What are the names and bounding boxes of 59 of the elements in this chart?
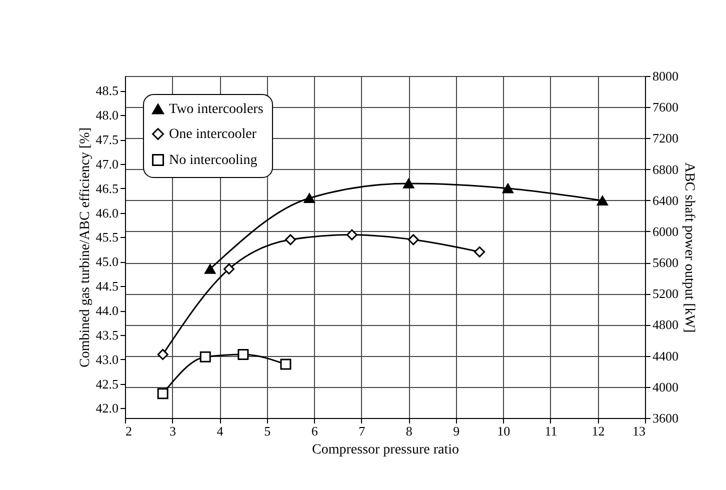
y2-tick-label: 5200 <box>652 286 678 302</box>
y-tick-label: 42.5 <box>96 376 118 392</box>
point <box>284 234 296 246</box>
point <box>200 351 211 362</box>
point <box>204 264 216 274</box>
point <box>157 348 168 360</box>
y2-tick-label: 4800 <box>652 317 678 332</box>
y-tick-label: 48.5 <box>96 83 118 98</box>
y2-tick-label: 8000 <box>652 68 678 84</box>
y-tick-label: 48.0 <box>96 108 118 123</box>
x-axis-title: Compressor pressure ratio <box>312 442 459 458</box>
y2-tick-label: 7600 <box>652 100 678 115</box>
y2-tick-label: 5600 <box>652 255 678 270</box>
point <box>238 348 249 360</box>
x-tick-label: 5 <box>264 424 271 438</box>
y-axis-title: Combined gas turbine/ABC efficiency [%] <box>78 127 93 368</box>
y-tick-label: 44.5 <box>96 278 118 294</box>
y2-tick-label: 6000 <box>652 224 678 239</box>
x-tick-label: 11 <box>544 424 558 438</box>
x-tick-label: 10 <box>497 424 510 438</box>
y-tick-label: 42.0 <box>96 400 118 416</box>
legend-label: One intercooler <box>169 127 257 142</box>
y-tick-label: 44.0 <box>96 303 118 318</box>
y2-tick-label: 3600 <box>652 410 678 426</box>
legend-label: No intercooling <box>169 153 258 168</box>
point <box>474 246 486 258</box>
y2-tick-label: 6800 <box>652 162 678 177</box>
x-tick-label: 6 <box>311 424 318 438</box>
y-tick-label: 47.5 <box>96 132 118 148</box>
y-tick-label: 47.0 <box>96 156 118 172</box>
x-tick-label: 2 <box>126 424 132 438</box>
x-tick-label: 7 <box>358 424 366 438</box>
x-tick-label: 3 <box>170 424 176 438</box>
x-tick-label: 13 <box>632 424 646 438</box>
legend-label: Two intercoolers <box>169 102 264 117</box>
y-tick-label: 45.5 <box>96 230 118 245</box>
x-tick-label: 8 <box>406 424 412 438</box>
y-tick-label: 43.0 <box>96 352 118 367</box>
x-tick-label: 12 <box>592 424 605 438</box>
point <box>408 234 419 246</box>
x-tick-label: 9 <box>453 424 460 438</box>
y-tick-label: 45.0 <box>96 254 118 270</box>
y-tick-label: 46.5 <box>96 180 118 196</box>
y-tick-label: 46.0 <box>96 205 118 220</box>
y2-tick-label: 4000 <box>652 379 678 394</box>
point <box>596 196 608 206</box>
y2-axis-title: ABC shaft power output [kW] <box>682 162 696 333</box>
point <box>346 229 358 240</box>
point <box>157 388 168 400</box>
x-tick-label: 4 <box>216 424 224 438</box>
y2-tick-label: 6400 <box>652 192 678 208</box>
y2-tick-label: 7200 <box>652 130 678 146</box>
point <box>502 184 514 194</box>
y-tick-label: 43.5 <box>96 327 118 342</box>
point <box>403 178 414 188</box>
y2-tick-label: 4400 <box>652 348 678 364</box>
point <box>280 358 292 370</box>
point <box>304 193 315 203</box>
point <box>224 263 234 274</box>
